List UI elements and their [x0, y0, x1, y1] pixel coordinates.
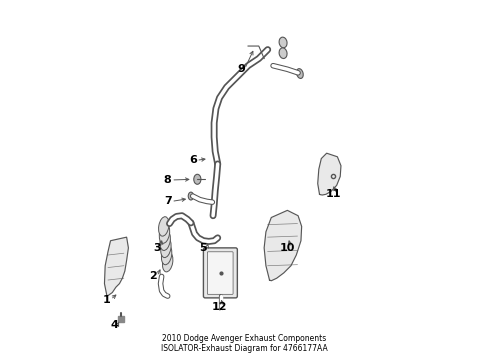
Polygon shape — [317, 153, 340, 195]
Ellipse shape — [161, 238, 171, 258]
FancyBboxPatch shape — [203, 248, 237, 298]
Text: 3: 3 — [153, 243, 161, 253]
Text: 2: 2 — [149, 271, 157, 282]
Ellipse shape — [161, 245, 171, 265]
Text: 10: 10 — [279, 243, 294, 253]
Ellipse shape — [296, 69, 303, 78]
Ellipse shape — [159, 224, 169, 243]
Ellipse shape — [158, 217, 169, 236]
Ellipse shape — [160, 231, 170, 251]
Ellipse shape — [279, 37, 286, 48]
Ellipse shape — [279, 48, 286, 59]
Text: 7: 7 — [163, 197, 171, 206]
Text: 6: 6 — [188, 156, 196, 165]
FancyBboxPatch shape — [207, 252, 233, 294]
Ellipse shape — [193, 174, 201, 184]
Text: 2010 Dodge Avenger Exhaust Components
ISOLATOR-Exhaust Diagram for 4766177AA: 2010 Dodge Avenger Exhaust Components IS… — [161, 334, 327, 353]
Polygon shape — [104, 237, 128, 296]
Ellipse shape — [188, 192, 193, 200]
Text: 1: 1 — [103, 295, 111, 305]
Ellipse shape — [162, 252, 173, 272]
Text: 9: 9 — [237, 64, 244, 74]
Text: 4: 4 — [110, 320, 118, 330]
Text: 11: 11 — [325, 189, 341, 199]
Text: 8: 8 — [163, 175, 171, 185]
Text: 12: 12 — [211, 302, 227, 312]
Polygon shape — [264, 210, 301, 281]
Text: 5: 5 — [199, 243, 207, 253]
